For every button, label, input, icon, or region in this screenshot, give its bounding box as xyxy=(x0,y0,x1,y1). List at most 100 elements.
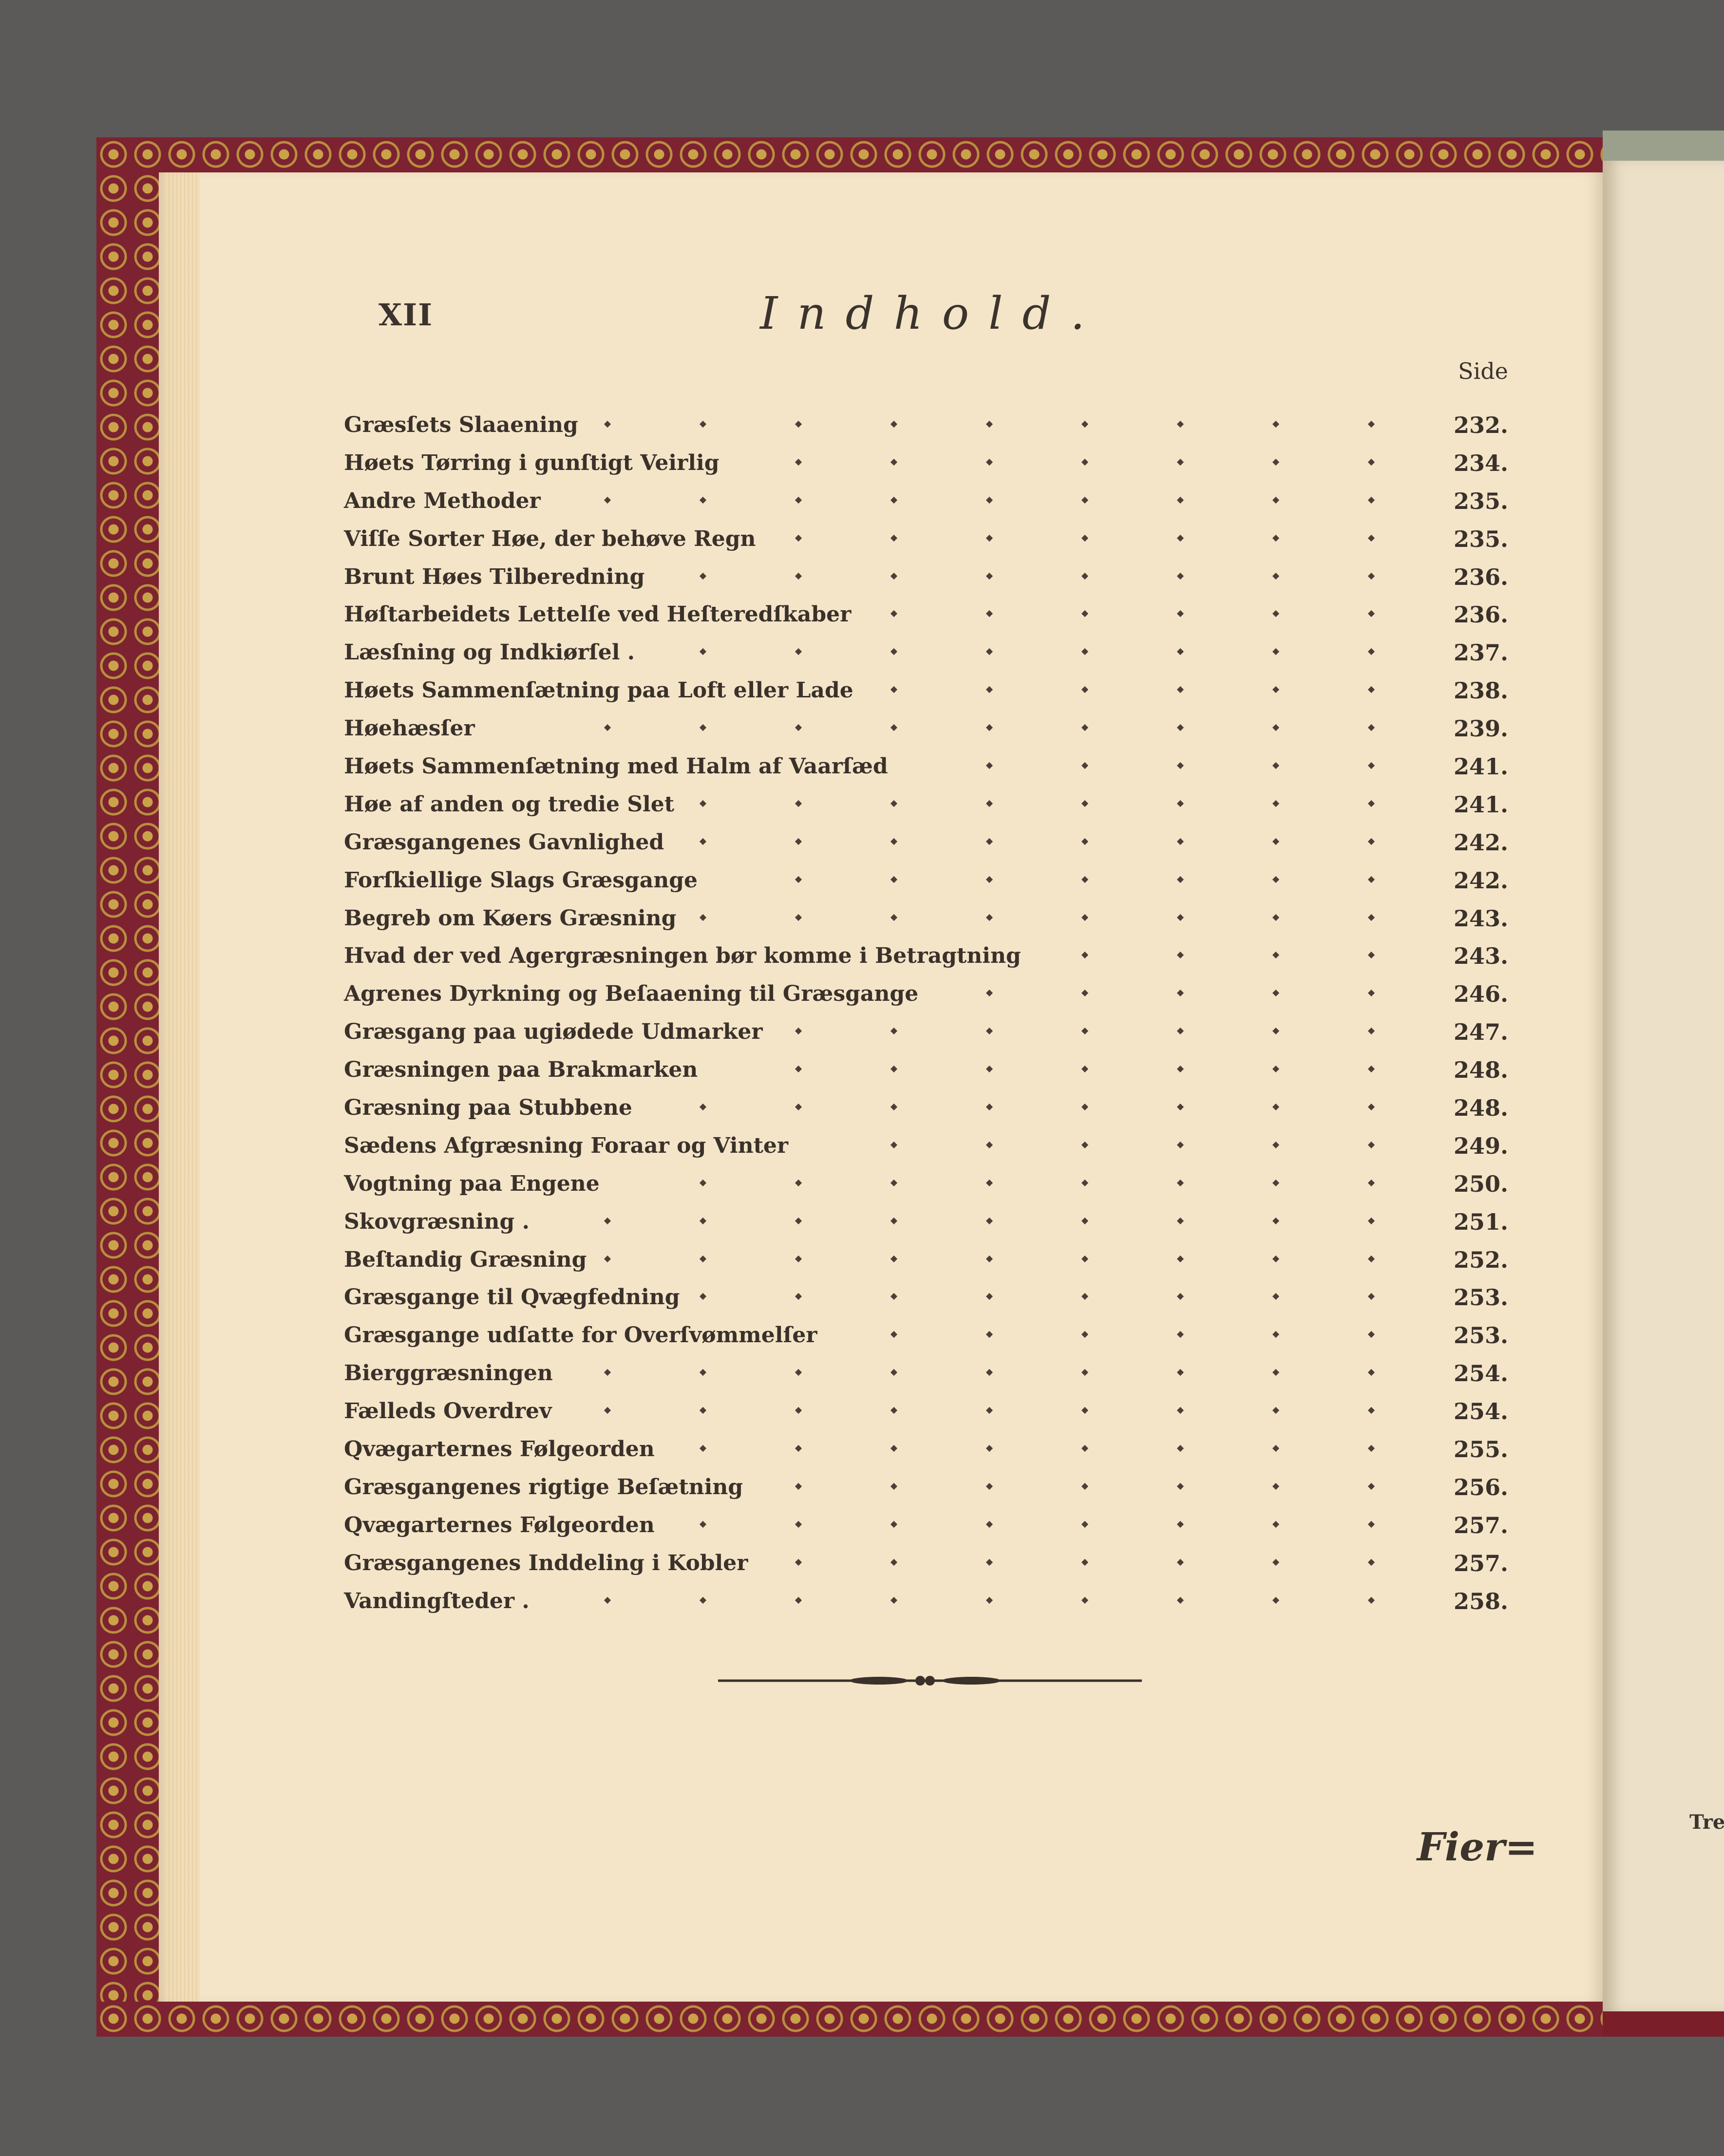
dot-leader xyxy=(1272,1331,1280,1338)
facing-page xyxy=(1603,161,1724,2011)
toc-entry-page: 257. xyxy=(1453,1512,1508,1538)
dot-leader xyxy=(890,610,898,618)
ornamental-rule xyxy=(718,1676,1142,1686)
dot-leader xyxy=(1176,1596,1184,1604)
dot-leader xyxy=(1367,952,1375,959)
toc-entry-page: 237. xyxy=(1453,639,1508,666)
dot-leader xyxy=(985,1444,993,1452)
dot-leader xyxy=(795,1558,802,1566)
toc-entry-title: Græsgang paa ugiødede Udmarker xyxy=(344,1019,763,1045)
dot-leader xyxy=(1272,724,1280,731)
toc-entry-page: 253. xyxy=(1453,1322,1508,1349)
dot-leader xyxy=(795,838,802,845)
dot-leader xyxy=(795,1369,802,1376)
dot-leader xyxy=(985,1596,993,1604)
toc-entry-page: 241. xyxy=(1453,791,1508,818)
dot-leader xyxy=(890,1217,898,1224)
dot-leader xyxy=(1176,534,1184,542)
dot-leader xyxy=(795,724,802,731)
dot-leader xyxy=(1272,1255,1280,1262)
dot-leader xyxy=(1272,952,1280,959)
table-of-contents: Græsſets Slaaening 232. Høets Tørring i gu… xyxy=(344,408,1508,1622)
dot-leader xyxy=(1367,1141,1375,1148)
dot-leader xyxy=(1272,572,1280,580)
toc-entry-title: Høehæsſer xyxy=(344,716,475,741)
toc-entry-title: Forſkiellige Slags Græsgange xyxy=(344,867,698,893)
dot-leader xyxy=(985,762,993,769)
dot-leader xyxy=(1272,1407,1280,1414)
toc-entry: Agrenes Dyrkning og Beſaaening til Græsg… xyxy=(344,977,1508,1015)
toc-entry: Græsningen paa Brakmarken 248. xyxy=(344,1053,1508,1091)
dot-leader xyxy=(985,1520,993,1528)
dot-leader xyxy=(1176,648,1184,656)
toc-entry-page: 236. xyxy=(1453,601,1508,628)
toc-entry: Græsgange til Qvægfedning 253. xyxy=(344,1280,1508,1318)
dot-leader xyxy=(1367,458,1375,466)
dot-leader xyxy=(890,1066,898,1073)
toc-entry: Høets Sammenſætning med Halm af Vaarſæd 2… xyxy=(344,750,1508,787)
dot-leader xyxy=(1081,952,1089,959)
toc-entry: Viſſe Sorter Høe, der behøve Regn 235. xyxy=(344,522,1508,560)
page-column-label: Side xyxy=(1458,358,1508,384)
dot-leader xyxy=(795,1407,802,1414)
dot-leader xyxy=(1176,914,1184,921)
dot-leader xyxy=(1272,914,1280,921)
dot-leader xyxy=(1272,876,1280,883)
dot-leader xyxy=(795,1179,802,1186)
dot-leader xyxy=(890,686,898,694)
page-folio: XII xyxy=(379,297,434,333)
dot-leader xyxy=(1081,1482,1089,1490)
dot-leader xyxy=(604,1255,611,1262)
toc-entry-page: 248. xyxy=(1453,1095,1508,1122)
dot-leader xyxy=(1176,686,1184,694)
dot-leader xyxy=(890,1369,898,1376)
page-edges xyxy=(166,172,200,2002)
dot-leader xyxy=(1272,990,1280,997)
dot-leader xyxy=(1367,1066,1375,1073)
dot-leader xyxy=(1367,1482,1375,1490)
dot-leader xyxy=(1081,648,1089,656)
toc-entry-page: 236. xyxy=(1453,563,1508,590)
dot-leader xyxy=(1272,1520,1280,1528)
dot-leader xyxy=(1367,572,1375,580)
dot-leader xyxy=(890,1028,898,1035)
dot-leader xyxy=(890,800,898,807)
dot-leader xyxy=(1272,1217,1280,1224)
dot-leader xyxy=(985,496,993,504)
dot-leader xyxy=(1367,534,1375,542)
toc-entry-title: Qvægarternes Følgeorden xyxy=(344,1512,655,1537)
dot-leader xyxy=(1367,1558,1375,1566)
dot-leader xyxy=(699,648,707,656)
dot-leader xyxy=(1367,610,1375,618)
toc-entry: Sædens Afgræsning Foraar og Vinter 249. xyxy=(344,1129,1508,1167)
dot-leader xyxy=(890,1520,898,1528)
dot-leader xyxy=(1367,1444,1375,1452)
dot-leader xyxy=(795,1482,802,1490)
dot-leader xyxy=(795,914,802,921)
dot-leader xyxy=(1367,1293,1375,1300)
dot-leader xyxy=(699,724,707,731)
dot-leader xyxy=(1367,420,1375,428)
dot-leader xyxy=(1272,838,1280,845)
dot-leader xyxy=(1272,686,1280,694)
dot-leader xyxy=(699,838,707,845)
toc-entry-title: Høſtarbeidets Lettelſe ved Heſteredſkabe… xyxy=(344,602,852,627)
dot-leader xyxy=(795,420,802,428)
dot-leader xyxy=(1176,1179,1184,1186)
dot-leader xyxy=(1367,800,1375,807)
dot-leader xyxy=(1176,1028,1184,1035)
dot-leader xyxy=(890,1444,898,1452)
toc-entry-page: 250. xyxy=(1453,1170,1508,1197)
dot-leader xyxy=(890,724,898,731)
dot-leader xyxy=(795,1520,802,1528)
dot-leader xyxy=(1272,1558,1280,1566)
dot-leader xyxy=(1367,1179,1375,1186)
dot-leader xyxy=(795,1103,802,1111)
dot-leader xyxy=(699,420,707,428)
toc-entry-page: 235. xyxy=(1453,525,1508,552)
dot-leader xyxy=(699,1103,707,1111)
dot-leader xyxy=(699,1293,707,1300)
dot-leader xyxy=(1272,1066,1280,1073)
toc-entry-title: Græsgangenes rigtige Beſætning xyxy=(344,1474,743,1500)
toc-entry-title: Agrenes Dyrkning og Beſaaening til Græsg… xyxy=(344,981,919,1007)
